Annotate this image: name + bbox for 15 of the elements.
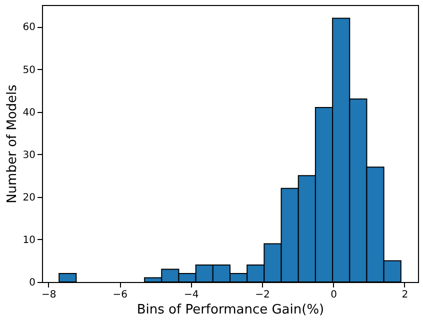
y-tick-label: 50: [22, 64, 36, 76]
y-tick-label: 20: [22, 192, 36, 204]
y-tick-label: 10: [22, 234, 36, 246]
y-axis-title: Number of Models: [4, 84, 20, 204]
x-tick-label: 2: [402, 290, 408, 300]
x-tick-label: −8: [42, 290, 56, 300]
x-axis-title: Bins of Performance Gain(%): [136, 302, 324, 318]
y-tick-label: 60: [22, 22, 36, 34]
y-tick-label: 40: [22, 107, 36, 118]
x-tick-label: 0: [330, 290, 337, 300]
y-tick-label: 0: [29, 278, 36, 288]
x-tick-label: −2: [255, 290, 270, 300]
x-tick-label: −6: [112, 290, 128, 300]
y-tick-label: 30: [22, 150, 36, 161]
x-tick-label: −4: [184, 290, 199, 300]
